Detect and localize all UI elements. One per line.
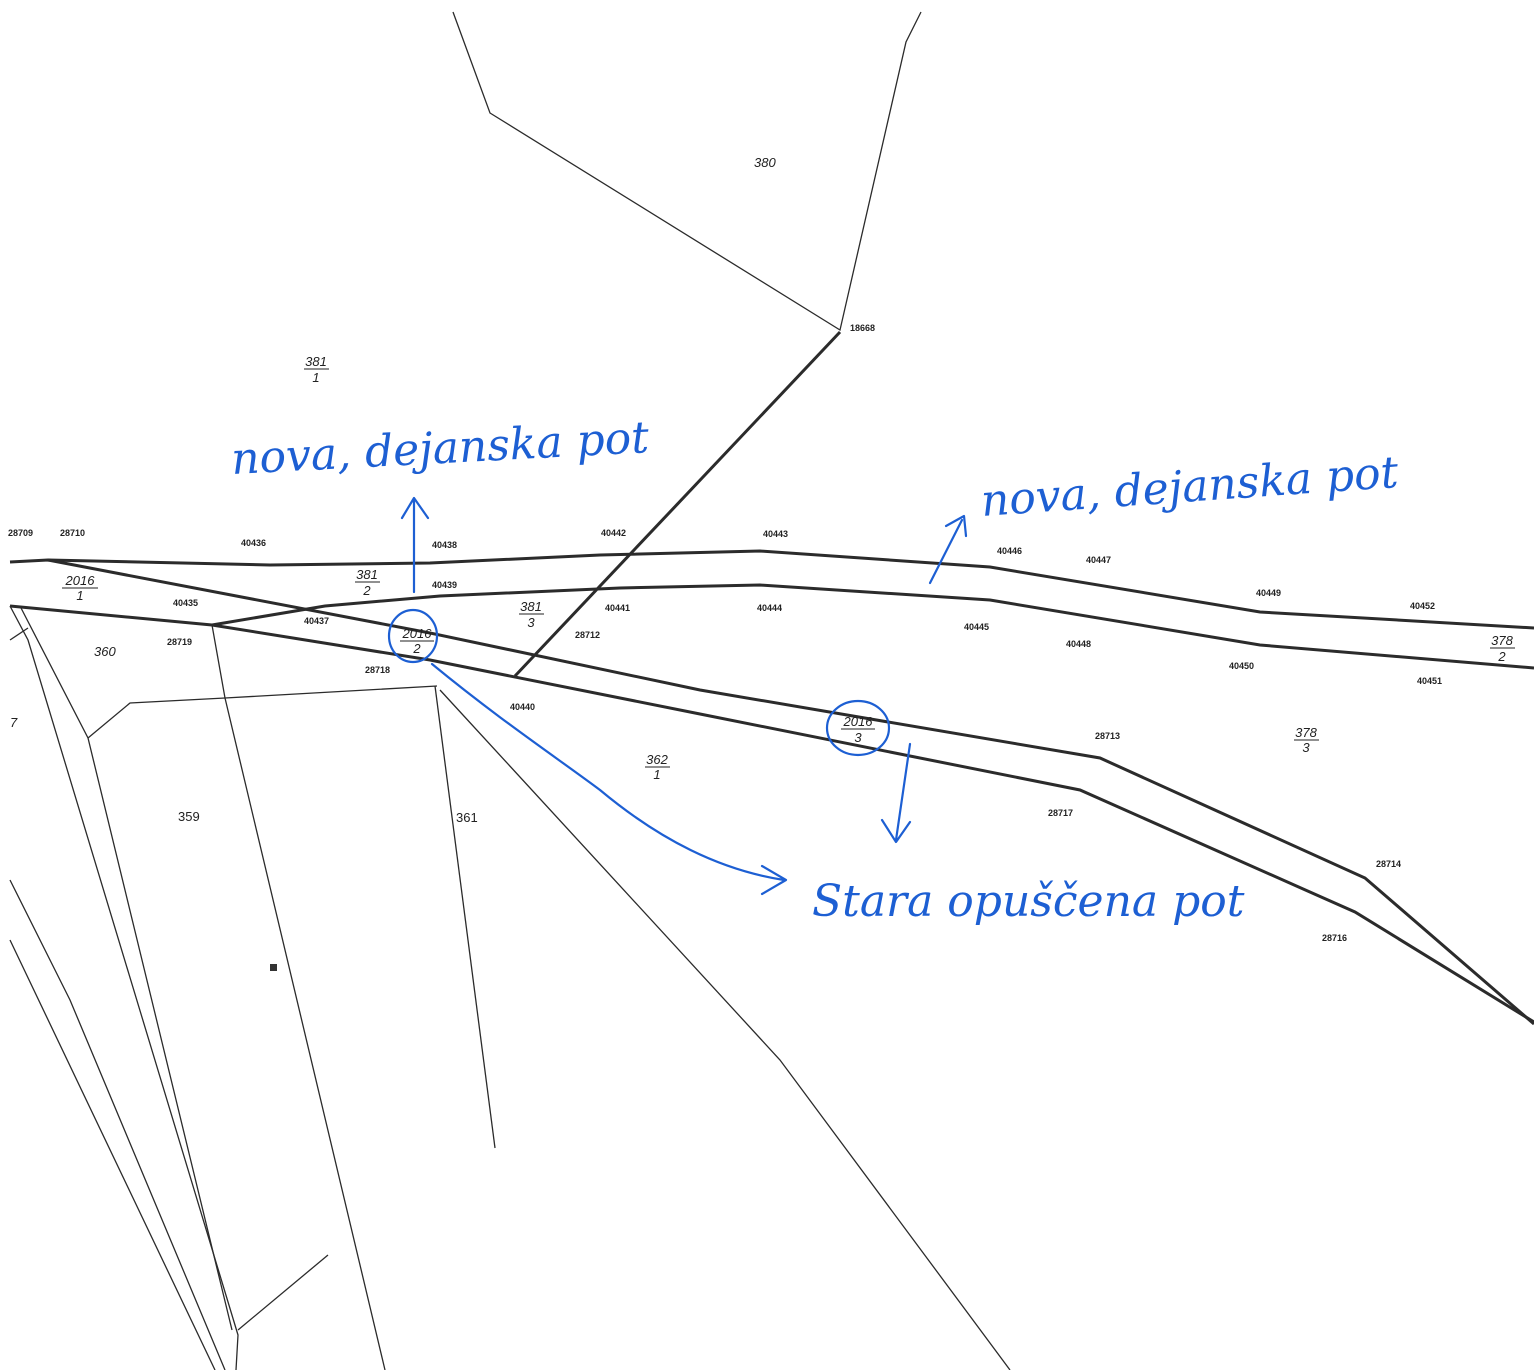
parcel-361: 361	[456, 810, 478, 825]
annotation-new-path-right: nova, dejanska pot	[979, 447, 1400, 527]
parcel-362-1-num: 362	[646, 752, 668, 767]
parcel-359: 359	[178, 809, 200, 824]
parcel-2016-3-den: 3	[854, 730, 862, 745]
point-28716: 28716	[1322, 933, 1347, 943]
boundary-359-east	[211, 624, 386, 1370]
point-40451: 40451	[1417, 676, 1442, 686]
parcel-378-3-num: 378	[1295, 725, 1317, 740]
boundary-361-east	[434, 685, 496, 1149]
point-40448: 40448	[1066, 639, 1091, 649]
point-28710: 28710	[60, 528, 85, 538]
point-28709: 28709	[8, 528, 33, 538]
parcel-378-2: 378 2	[1490, 633, 1515, 664]
parcel-378-3: 378 3	[1294, 725, 1319, 755]
circle-2016-3-marker	[825, 699, 891, 757]
parcel-381-2-num: 381	[356, 567, 378, 582]
old-path-north-edge	[47, 558, 1534, 1026]
parcel-381-2: 381 2	[355, 567, 380, 598]
annotation-old-path: Stara opuščena pot	[812, 876, 1245, 927]
point-28718: 28718	[365, 665, 390, 675]
old-path-south-edge	[9, 604, 1534, 1024]
new-path-north-edge	[9, 549, 1534, 630]
boundary-361	[439, 689, 1011, 1370]
scan-speck	[270, 964, 277, 971]
point-28719: 28719	[167, 637, 192, 647]
boundary-parcel-west-a	[9, 879, 226, 1370]
parcel-2016-1-num: 2016	[65, 573, 96, 588]
annotations: nova, dejanska pot nova, dejanska pot St…	[230, 412, 1400, 927]
parcel-boundaries	[9, 11, 1534, 1370]
parcel-numbers: 380 360 359 361 7 381 1 381 2 381 3 2016…	[10, 155, 1515, 825]
parcel-381-3-den: 3	[527, 615, 535, 630]
parcel-362-1: 362 1	[645, 752, 670, 782]
arrow-up-right-icon	[928, 514, 968, 585]
point-40452: 40452	[1410, 601, 1435, 611]
parcel-381-3-num: 381	[520, 599, 542, 614]
parcel-362-1-den: 1	[653, 767, 660, 782]
parcel-378-2-num: 378	[1491, 633, 1513, 648]
point-40442: 40442	[601, 528, 626, 538]
point-40449: 40449	[1256, 588, 1281, 598]
point-28713: 28713	[1095, 731, 1120, 741]
parcel-360: 360	[94, 644, 116, 659]
parcel-7: 7	[10, 715, 18, 730]
point-40447: 40447	[1086, 555, 1111, 565]
point-40436: 40436	[241, 538, 266, 548]
point-40435: 40435	[173, 598, 198, 608]
annotation-new-path-left: nova, dejanska pot	[230, 412, 651, 485]
new-path-south-edge	[211, 583, 1534, 670]
parcel-381-1-den: 1	[312, 370, 319, 385]
arrow-curve-icon	[430, 662, 788, 896]
point-28717: 28717	[1048, 808, 1073, 818]
boundary-381-diagonal	[513, 330, 842, 678]
point-40437: 40437	[304, 616, 329, 626]
boundary-359	[87, 685, 438, 739]
arrow-down-icon	[880, 742, 912, 844]
parcel-381-1: 381 1	[304, 354, 329, 385]
boundary-small-diag	[237, 1254, 329, 1331]
boundary-360-left	[9, 605, 239, 1370]
point-40439: 40439	[432, 580, 457, 590]
point-40444: 40444	[757, 603, 782, 613]
parcel-381-3: 381 3	[519, 599, 544, 630]
point-40446: 40446	[997, 546, 1022, 556]
parcel-378-3-den: 3	[1302, 740, 1310, 755]
point-40440: 40440	[510, 702, 535, 712]
point-40445: 40445	[964, 622, 989, 632]
arrow-up-icon	[400, 496, 430, 594]
parcel-381-2-den: 2	[362, 583, 371, 598]
parcel-2016-2: 2016 2	[400, 626, 434, 656]
circle-2016-2-marker	[387, 608, 439, 664]
parcel-2016-2-den: 2	[412, 641, 421, 656]
boundary-360-left-2	[19, 605, 233, 1331]
point-numbers: 28709 28710 40436 40438 40439 40442 4044…	[8, 323, 1442, 943]
boundary-edge-left	[9, 627, 29, 641]
point-40450: 40450	[1229, 661, 1254, 671]
point-40441: 40441	[605, 603, 630, 613]
boundary-380	[452, 11, 922, 332]
parcel-2016-1-den: 1	[76, 588, 83, 603]
parcel-378-2-den: 2	[1497, 649, 1506, 664]
parcel-381-1-num: 381	[305, 354, 327, 369]
point-28714: 28714	[1376, 859, 1401, 869]
parcel-2016-1: 2016 1	[62, 573, 98, 603]
parcel-2016-3-num: 2016	[843, 714, 874, 729]
parcel-380: 380	[754, 155, 776, 170]
point-28712: 28712	[575, 630, 600, 640]
parcel-2016-3: 2016 3	[841, 714, 875, 745]
parcel-2016-2-num: 2016	[402, 626, 433, 641]
boundary-parcel-west-b	[9, 939, 216, 1370]
point-40438: 40438	[432, 540, 457, 550]
point-18668: 18668	[850, 323, 875, 333]
point-40443: 40443	[763, 529, 788, 539]
